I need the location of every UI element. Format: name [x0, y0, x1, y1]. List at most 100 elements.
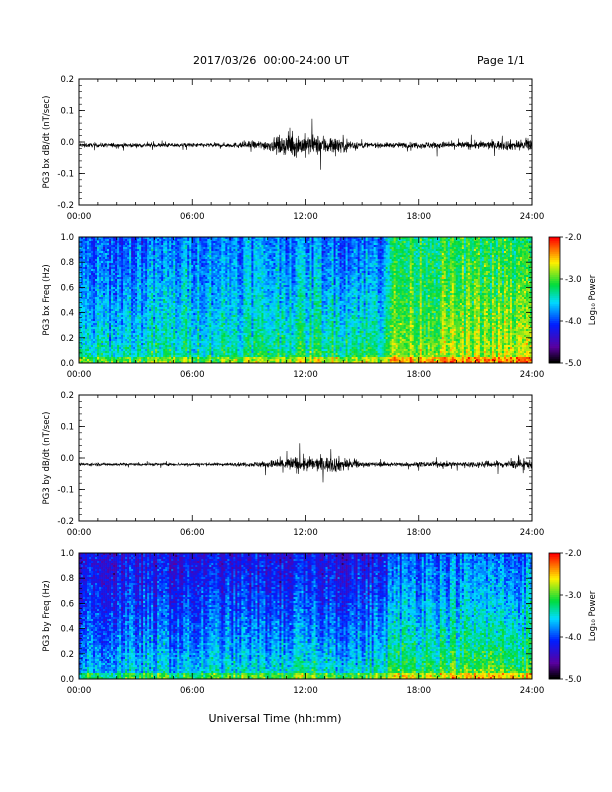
panel-2-heatmap-cell	[123, 239, 125, 241]
panel-2-heatmap-cell	[141, 329, 143, 331]
panel-2-heatmap-cell	[145, 321, 147, 323]
panel-2-heatmap-cell	[131, 327, 133, 329]
panel-2-heatmap-cell	[87, 299, 89, 301]
panel-2-heatmap-cell	[127, 305, 129, 307]
panel-2-heatmap-cell	[107, 353, 109, 355]
panel-2-heatmap-cell	[99, 249, 101, 251]
panel-2-heatmap-cell	[107, 323, 109, 325]
panel-2-heatmap-cell	[171, 321, 173, 323]
panel-2-heatmap-cell	[141, 255, 143, 257]
panel-2-heatmap-cell	[83, 297, 85, 299]
panel-2-heatmap-cell	[99, 341, 101, 343]
panel-2-heatmap-cell	[161, 265, 163, 267]
panel-2-heatmap-cell	[139, 263, 141, 265]
panel-2-heatmap-cell	[125, 277, 127, 279]
panel-2-heatmap-cell	[113, 307, 115, 309]
panel-2-heatmap-cell	[115, 313, 117, 315]
panel-2-heatmap-cell	[203, 293, 205, 295]
panel-2-heatmap-cell	[181, 253, 183, 255]
panel-2-heatmap-cell	[133, 297, 135, 299]
panel-2-heatmap-cell	[165, 293, 167, 295]
panel-2-heatmap-cell	[201, 301, 203, 303]
panel-2-heatmap-cell	[189, 341, 191, 343]
panel-2-heatmap-cell	[89, 307, 91, 309]
panel-2-heatmap-cell	[181, 319, 183, 321]
panel-2-heatmap-cell	[193, 283, 195, 285]
panel-2-heatmap-cell	[135, 309, 137, 311]
panel-2-heatmap-cell	[151, 249, 153, 251]
panel-2-heatmap-cell	[181, 297, 183, 299]
panel-2-heatmap-cell	[109, 317, 111, 319]
panel-2-heatmap-cell	[123, 253, 125, 255]
panel-2-heatmap-cell	[105, 325, 107, 327]
panel-2-heatmap-cell	[189, 315, 191, 317]
panel-2-heatmap-cell	[185, 241, 187, 243]
panel-2-heatmap-cell	[129, 269, 131, 271]
panel-2-heatmap-cell	[103, 305, 105, 307]
panel-2-heatmap-cell	[93, 289, 95, 291]
panel-2-heatmap-cell	[203, 303, 205, 305]
panel-2-heatmap-cell	[111, 277, 113, 279]
panel-2-heatmap-cell	[191, 349, 193, 351]
panel-2-heatmap-cell	[109, 341, 111, 343]
panel-2-heatmap-cell	[205, 317, 207, 319]
panel-2-heatmap-cell	[177, 293, 179, 295]
panel-2-heatmap-cell	[181, 251, 183, 253]
panel-2-heatmap-cell	[153, 305, 155, 307]
panel-2-heatmap-cell	[141, 295, 143, 297]
panel-2-heatmap-cell	[183, 253, 185, 255]
panel-2-heatmap-cell	[185, 307, 187, 309]
panel-2-heatmap-cell	[101, 259, 103, 261]
panel-2-heatmap-cell	[99, 241, 101, 243]
panel-2-heatmap-cell	[203, 287, 205, 289]
panel-2-heatmap-cell	[87, 247, 89, 249]
panel-2-heatmap-cell	[201, 245, 203, 247]
panel-2-heatmap-cell	[179, 291, 181, 293]
panel-2-heatmap-cell	[199, 323, 201, 325]
panel-2-heatmap-cell	[123, 359, 125, 361]
panel-2-heatmap-cell	[163, 253, 165, 255]
panel-2-heatmap-cell	[137, 329, 139, 331]
panel-2-heatmap-cell	[105, 329, 107, 331]
panel-2-heatmap-cell	[181, 313, 183, 315]
panel-2-heatmap-cell	[177, 311, 179, 313]
panel-2-heatmap-cell	[121, 357, 123, 359]
panel-2-heatmap-cell	[131, 273, 133, 275]
panel-2-heatmap-cell	[149, 327, 151, 329]
panel-2-heatmap-cell	[139, 305, 141, 307]
panel-2-heatmap-cell	[171, 295, 173, 297]
panel-2-heatmap-cell	[155, 255, 157, 257]
panel-2-heatmap-cell	[107, 295, 109, 297]
panel-2-heatmap-cell	[193, 357, 195, 359]
panel-2-heatmap-cell	[109, 253, 111, 255]
panel-2-heatmap-cell	[163, 297, 165, 299]
panel-2-heatmap-cell	[165, 313, 167, 315]
panel-2-heatmap-cell	[125, 279, 127, 281]
panel-2-heatmap-cell	[89, 333, 91, 335]
panel-2-heatmap-cell	[101, 311, 103, 313]
panel-2-heatmap-cell	[121, 343, 123, 345]
panel-2-heatmap-cell	[203, 265, 205, 267]
panel-2-heatmap-cell	[107, 293, 109, 295]
panel-2-heatmap-cell	[99, 281, 101, 283]
panel-2-heatmap-cell	[133, 273, 135, 275]
panel-2-heatmap-cell	[109, 249, 111, 251]
panel-2-heatmap-cell	[121, 315, 123, 317]
panel-2-heatmap-cell	[175, 351, 177, 353]
panel-2-heatmap-cell	[111, 345, 113, 347]
panel-2-heatmap-cell	[173, 265, 175, 267]
panel-2-heatmap-cell	[189, 311, 191, 313]
panel-2-heatmap-cell	[125, 321, 127, 323]
panel-2-heatmap-cell	[193, 311, 195, 313]
panel-2-heatmap-cell	[201, 313, 203, 315]
panel-2-heatmap-cell	[129, 311, 131, 313]
panel-2-heatmap-cell	[109, 279, 111, 281]
panel-2-heatmap-cell	[113, 349, 115, 351]
panel-2-heatmap-cell	[169, 241, 171, 243]
panel-2-heatmap-cell	[89, 289, 91, 291]
panel-2-heatmap-cell	[183, 313, 185, 315]
panel-2-heatmap-cell	[175, 335, 177, 337]
panel-2-heatmap-cell	[203, 359, 205, 361]
panel-2-heatmap-cell	[87, 303, 89, 305]
panel-2-heatmap-cell	[121, 259, 123, 261]
